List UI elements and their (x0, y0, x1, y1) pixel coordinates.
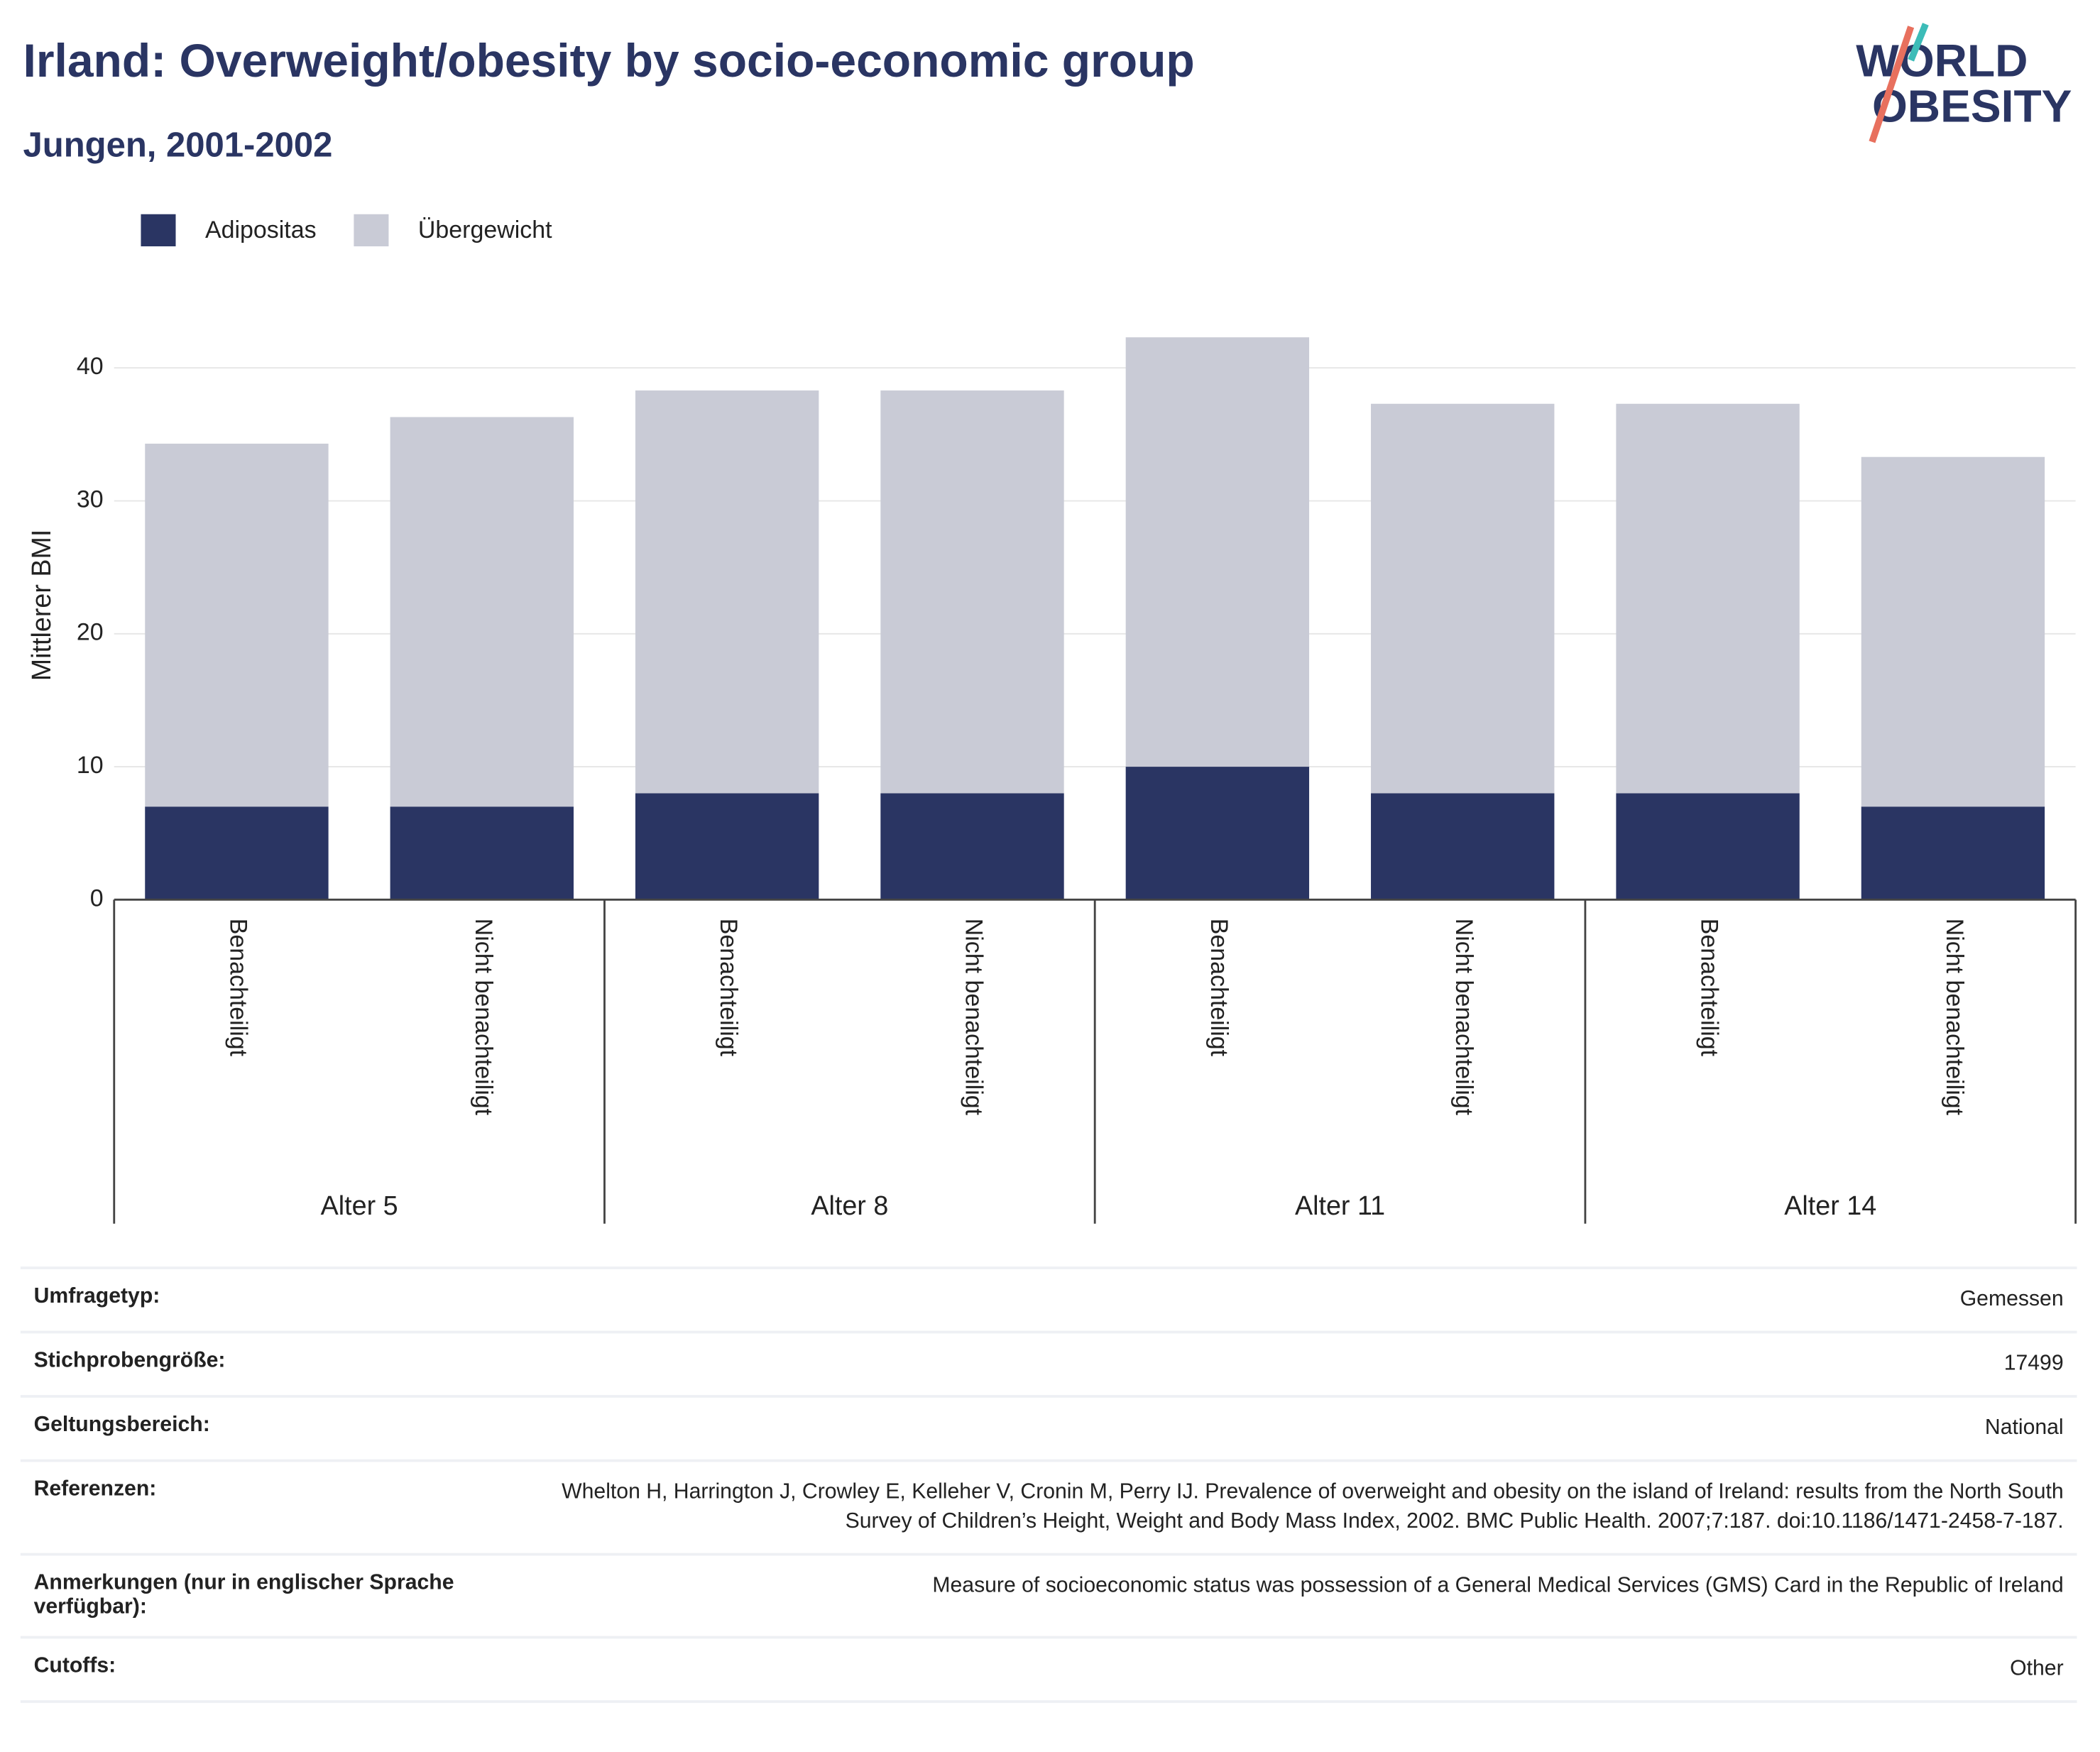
row-value: National (1984, 1416, 2064, 1440)
bar-segment (880, 793, 1064, 900)
bar-segment (1125, 337, 1310, 767)
y-tick-label: 20 (77, 619, 104, 646)
group-label: Alter 5 (321, 1190, 398, 1220)
logo-text: WORLD (1856, 35, 2028, 86)
group-label: Alter 14 (1784, 1190, 1876, 1220)
x-tick-label: Benachteiligt (715, 919, 742, 1057)
table-row: Geltungsbereich: National (20, 1398, 2077, 1462)
bar-segment (390, 417, 574, 807)
x-tick-label: Benachteiligt (1205, 919, 1232, 1057)
row-label: Stichprobengröße: (33, 1349, 226, 1373)
bar-segment (635, 793, 819, 900)
chart-title: Irland: Overweight/obesity by socio-econ… (23, 34, 1195, 87)
y-tick-label: 0 (90, 885, 104, 911)
x-tick-label: Benachteiligt (224, 919, 251, 1057)
bar-segment (1861, 456, 2045, 807)
row-value: Other (2010, 1657, 2064, 1680)
bar-segment (145, 806, 329, 900)
bar-segment (1371, 793, 1555, 900)
legend-swatch (141, 214, 176, 247)
row-value: Gemessen (1959, 1288, 2064, 1311)
row-label: Referenzen: (33, 1478, 157, 1501)
x-tick-label: Nicht benachteiligt (961, 919, 988, 1116)
row-label: Anmerkungen (nur in englischer Sprache v… (33, 1572, 454, 1619)
bar-segment (880, 390, 1064, 794)
logo-slash (1869, 26, 1915, 143)
bar-segment (1371, 403, 1555, 794)
group-label: Alter 11 (1295, 1190, 1385, 1220)
y-tick-label: 10 (77, 752, 104, 779)
bar-segment (635, 390, 819, 794)
x-tick-label: Benachteiligt (1696, 919, 1723, 1057)
x-tick-label: Nicht benachteiligt (1941, 919, 1968, 1116)
y-tick-label: 30 (77, 486, 104, 513)
y-axis-label: Mittlerer BMI (26, 530, 56, 681)
table-row: Stichprobengröße: 17499 (20, 1333, 2077, 1398)
row-value: Whelton H, Harrington J, Crowley E, Kell… (562, 1480, 2064, 1533)
y-tick-label: 40 (77, 353, 104, 380)
bar-segment (1616, 793, 1800, 900)
table-body: Umfragetyp: Gemessen Stichprobengröße: 1749… (20, 1266, 2077, 1703)
logo-slash (1908, 23, 1929, 62)
logo-text: OBESITY (1872, 81, 2072, 132)
chart-subtitle: Jungen, 2001-2002 (23, 126, 333, 164)
bar-segment (1861, 806, 2045, 900)
x-tick-label: Nicht benachteiligt (470, 919, 497, 1116)
row-label: Umfragetyp: (33, 1285, 160, 1308)
legend-swatch (354, 214, 389, 247)
bar-segment (390, 806, 574, 900)
row-label: Cutoffs: (33, 1654, 116, 1678)
row-value: 17499 (2003, 1352, 2064, 1375)
bar-segment (1125, 767, 1310, 900)
table-row: Umfragetyp: Gemessen (20, 1269, 2077, 1334)
row-label: Geltungsbereich: (33, 1413, 210, 1437)
bar-segment (1616, 403, 1800, 794)
legend-label: Adipositas (205, 217, 317, 243)
legend-label: Übergewicht (418, 217, 552, 243)
x-tick-label: Nicht benachteiligt (1450, 919, 1477, 1116)
table-row: Referenzen: Whelton H, Harrington J, Crow… (20, 1462, 2077, 1556)
metadata-table: Umfragetyp: Gemessen Stichprobengröße: 1749… (20, 1266, 2077, 1703)
bar-segment (145, 443, 329, 807)
group-label: Alter 8 (811, 1190, 888, 1220)
table-row: Cutoffs: Other (20, 1638, 2077, 1703)
row-value: Measure of socioeconomic status was poss… (932, 1574, 2064, 1597)
table-row: Anmerkungen (nur in englischer Sprache v… (20, 1555, 2077, 1639)
